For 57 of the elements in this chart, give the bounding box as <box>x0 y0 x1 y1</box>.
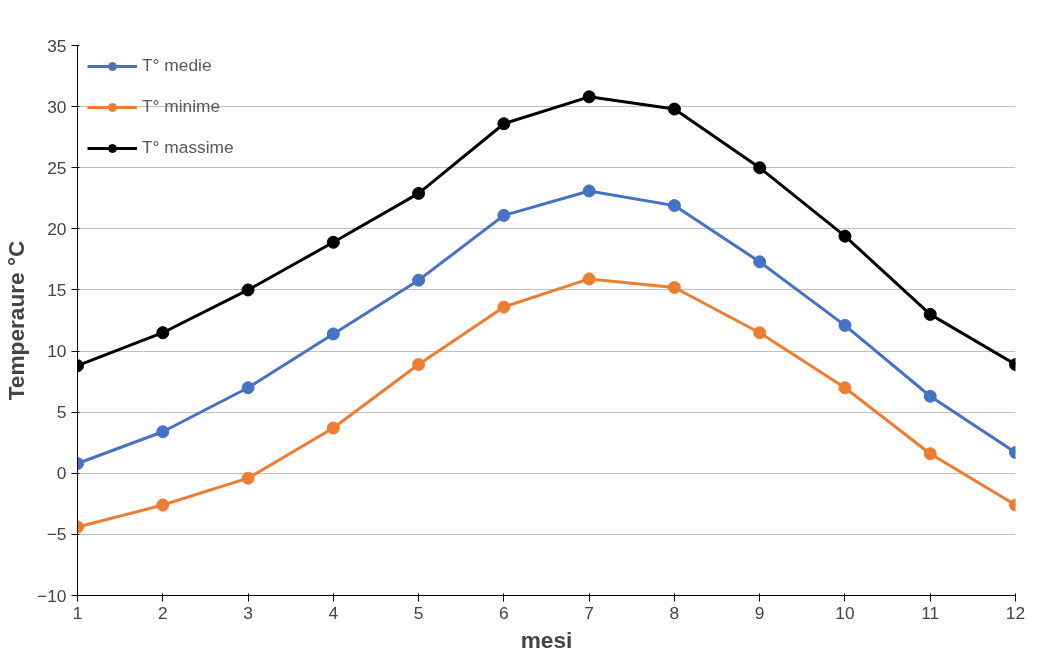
legend-label: T° minime <box>142 96 221 117</box>
x-tick-label: 8 <box>669 602 680 623</box>
x-tick-label: 3 <box>243 602 253 623</box>
x-tick-label: 6 <box>499 602 509 623</box>
point <box>241 283 255 297</box>
point <box>241 471 255 485</box>
point <box>753 161 767 175</box>
point <box>497 117 511 131</box>
y-tick-label: 30 <box>47 96 67 117</box>
point <box>326 421 340 435</box>
legend-label: T° medie <box>142 55 212 76</box>
x-tick-label: 5 <box>413 602 424 623</box>
y-tick-label: −10 <box>37 585 67 606</box>
y-tick-label: 35 <box>47 35 67 56</box>
x-tick-label: 10 <box>835 602 855 623</box>
point <box>753 326 767 340</box>
point <box>412 186 426 200</box>
y-tick-label: 20 <box>47 218 67 239</box>
point <box>667 199 681 213</box>
point <box>326 327 340 341</box>
y-tick-label: 5 <box>56 402 67 423</box>
x-tick-label: 1 <box>72 602 83 623</box>
x-tick-label: 7 <box>584 602 594 623</box>
point <box>156 326 170 340</box>
x-tick-label: 12 <box>1005 602 1026 623</box>
point <box>241 381 255 395</box>
y-tick-label: −5 <box>46 524 67 545</box>
point <box>838 318 852 332</box>
point <box>838 381 852 395</box>
x-axis-title: mesi <box>520 626 573 653</box>
point <box>923 389 937 403</box>
point <box>156 425 170 439</box>
x-tick-label: 11 <box>921 602 940 623</box>
point <box>753 255 767 269</box>
point <box>923 447 937 461</box>
point <box>326 235 340 249</box>
y-tick-label: 0 <box>56 463 67 484</box>
point <box>582 90 596 104</box>
point <box>667 102 681 116</box>
point <box>582 184 596 198</box>
x-tick-label: 4 <box>328 602 339 623</box>
point <box>412 273 426 287</box>
point <box>582 272 596 286</box>
x-tick-label: 2 <box>157 602 168 623</box>
point <box>838 229 852 243</box>
point <box>412 358 426 371</box>
point <box>156 498 170 512</box>
y-tick-label: 15 <box>47 279 67 300</box>
y-tick-label: 10 <box>47 341 67 362</box>
point <box>497 300 511 314</box>
y-tick-label: 25 <box>47 157 67 178</box>
x-tick-label: 9 <box>754 602 765 623</box>
point <box>497 208 511 222</box>
point <box>923 307 937 321</box>
point <box>667 281 681 294</box>
y-axis-title: Temperaure °C <box>3 240 30 401</box>
legend-label: T° massime <box>142 137 234 158</box>
